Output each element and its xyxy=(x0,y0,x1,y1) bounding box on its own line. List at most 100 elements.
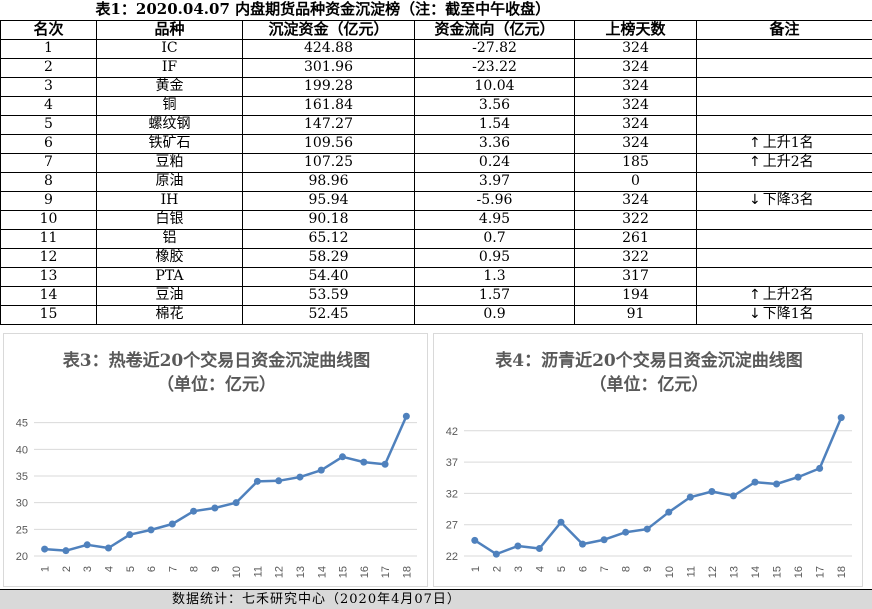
data-point[interactable] xyxy=(686,493,694,501)
cell-name[interactable]: 棉花 xyxy=(96,304,243,325)
cell-rank[interactable]: 9 xyxy=(0,190,97,211)
data-point[interactable] xyxy=(211,504,219,512)
data-point[interactable] xyxy=(643,525,651,533)
cell-note[interactable]: ↓ 下降3名 xyxy=(695,190,872,211)
cell-funds[interactable]: 54.40 xyxy=(242,266,415,287)
cell-funds[interactable]: 107.25 xyxy=(242,152,415,173)
data-point[interactable] xyxy=(41,545,49,553)
cell-rank[interactable]: 10 xyxy=(0,209,97,230)
cell-rank[interactable]: 15 xyxy=(0,304,97,325)
data-point[interactable] xyxy=(168,520,176,528)
data-point[interactable] xyxy=(126,531,134,539)
cell-rank[interactable]: 12 xyxy=(0,247,97,268)
cell-rank[interactable]: 1 xyxy=(0,38,97,59)
data-point[interactable] xyxy=(381,460,389,468)
cell-days[interactable]: 91 xyxy=(574,304,697,325)
cell-funds[interactable]: 147.27 xyxy=(242,114,415,135)
cell-funds[interactable]: 161.84 xyxy=(242,95,415,116)
cell-funds[interactable]: 424.88 xyxy=(242,38,415,59)
data-point[interactable] xyxy=(794,473,802,481)
cell-days[interactable]: 324 xyxy=(574,57,697,78)
data-point[interactable] xyxy=(729,492,737,500)
cell-rank[interactable]: 14 xyxy=(0,285,97,306)
cell-funds[interactable]: 98.96 xyxy=(242,171,415,192)
data-point[interactable] xyxy=(275,477,283,485)
chart-panel-asphalt[interactable]: 表4：沥青近20个交易日资金沉淀曲线图 （单位：亿元） 22 27 32 37 42 1 2 3 4… xyxy=(433,333,863,587)
cell-name[interactable]: 铝 xyxy=(96,228,243,249)
cell-funds[interactable]: 109.56 xyxy=(242,133,415,154)
data-point[interactable] xyxy=(317,466,325,474)
data-point[interactable] xyxy=(535,544,543,552)
cell-funds[interactable]: 301.96 xyxy=(242,57,415,78)
cell-name[interactable]: 橡胶 xyxy=(96,247,243,268)
cell-days[interactable]: 194 xyxy=(574,285,697,306)
data-point[interactable] xyxy=(622,528,630,536)
cell-days[interactable]: 324 xyxy=(574,114,697,135)
data-point[interactable] xyxy=(232,499,240,507)
data-point[interactable] xyxy=(296,473,304,481)
data-point[interactable] xyxy=(665,508,673,516)
cell-note[interactable]: ↑ 上升2名 xyxy=(695,285,872,306)
cell-funds[interactable]: 52.45 xyxy=(242,304,415,325)
cell-days[interactable]: 185 xyxy=(574,152,697,173)
cell-rank[interactable]: 11 xyxy=(0,228,97,249)
cell-funds[interactable]: 53.59 xyxy=(242,285,415,306)
data-point[interactable] xyxy=(579,540,587,548)
cell-flow[interactable]: -23.22 xyxy=(414,57,575,78)
cell-flow[interactable]: 1.54 xyxy=(414,114,575,135)
data-point[interactable] xyxy=(600,536,608,544)
cell-rank[interactable]: 8 xyxy=(0,171,97,192)
data-point[interactable] xyxy=(83,541,91,549)
data-point[interactable] xyxy=(62,547,70,555)
data-point[interactable] xyxy=(147,526,155,534)
cell-funds[interactable]: 95.94 xyxy=(242,190,415,211)
data-point[interactable] xyxy=(253,477,261,485)
cell-rank[interactable]: 13 xyxy=(0,266,97,287)
cell-flow[interactable]: -5.96 xyxy=(414,190,575,211)
cell-note[interactable] xyxy=(695,114,872,135)
cell-rank[interactable]: 5 xyxy=(0,114,97,135)
cell-note[interactable] xyxy=(695,247,872,268)
chart-panel-hot-rolled-coil[interactable]: 表3：热卷近20个交易日资金沉淀曲线图 （单位：亿元） 20 25 30 35 40 45 1 2… xyxy=(3,333,428,587)
cell-flow[interactable]: 10.04 xyxy=(414,76,575,97)
data-point[interactable] xyxy=(751,478,759,486)
cell-name[interactable]: 豆油 xyxy=(96,285,243,306)
cell-flow[interactable]: 0.95 xyxy=(414,247,575,268)
cell-note[interactable]: ↑ 上升2名 xyxy=(695,152,872,173)
cell-days[interactable]: 322 xyxy=(574,209,697,230)
cell-note[interactable] xyxy=(695,76,872,97)
cell-funds[interactable]: 199.28 xyxy=(242,76,415,97)
cell-note[interactable]: ↓ 下降1名 xyxy=(695,304,872,325)
cell-days[interactable]: 322 xyxy=(574,247,697,268)
data-point[interactable] xyxy=(557,518,565,526)
cell-flow[interactable]: 3.56 xyxy=(414,95,575,116)
cell-note[interactable] xyxy=(695,228,872,249)
cell-name[interactable]: 黄金 xyxy=(96,76,243,97)
cell-flow[interactable]: 4.95 xyxy=(414,209,575,230)
cell-days[interactable]: 324 xyxy=(574,38,697,59)
cell-funds[interactable]: 58.29 xyxy=(242,247,415,268)
cell-name[interactable]: IH xyxy=(96,190,243,211)
cell-note[interactable] xyxy=(695,171,872,192)
data-point[interactable] xyxy=(837,414,845,422)
cell-note[interactable]: ↑ 上升1名 xyxy=(695,133,872,154)
cell-days[interactable]: 324 xyxy=(574,133,697,154)
data-point[interactable] xyxy=(104,544,112,552)
cell-note[interactable] xyxy=(695,209,872,230)
cell-name[interactable]: 豆粕 xyxy=(96,152,243,173)
data-point[interactable] xyxy=(360,458,368,466)
cell-rank[interactable]: 7 xyxy=(0,152,97,173)
cell-note[interactable] xyxy=(695,266,872,287)
cell-flow[interactable]: 1.3 xyxy=(414,266,575,287)
cell-name[interactable]: 铁矿石 xyxy=(96,133,243,154)
data-point[interactable] xyxy=(708,488,716,496)
cell-note[interactable] xyxy=(695,38,872,59)
cell-flow[interactable]: 3.97 xyxy=(414,171,575,192)
cell-name[interactable]: 原油 xyxy=(96,171,243,192)
cell-name[interactable]: IC xyxy=(96,38,243,59)
cell-name[interactable]: 螺纹钢 xyxy=(96,114,243,135)
cell-name[interactable]: 铜 xyxy=(96,95,243,116)
cell-days[interactable]: 261 xyxy=(574,228,697,249)
cell-name[interactable]: IF xyxy=(96,57,243,78)
cell-days[interactable]: 324 xyxy=(574,95,697,116)
